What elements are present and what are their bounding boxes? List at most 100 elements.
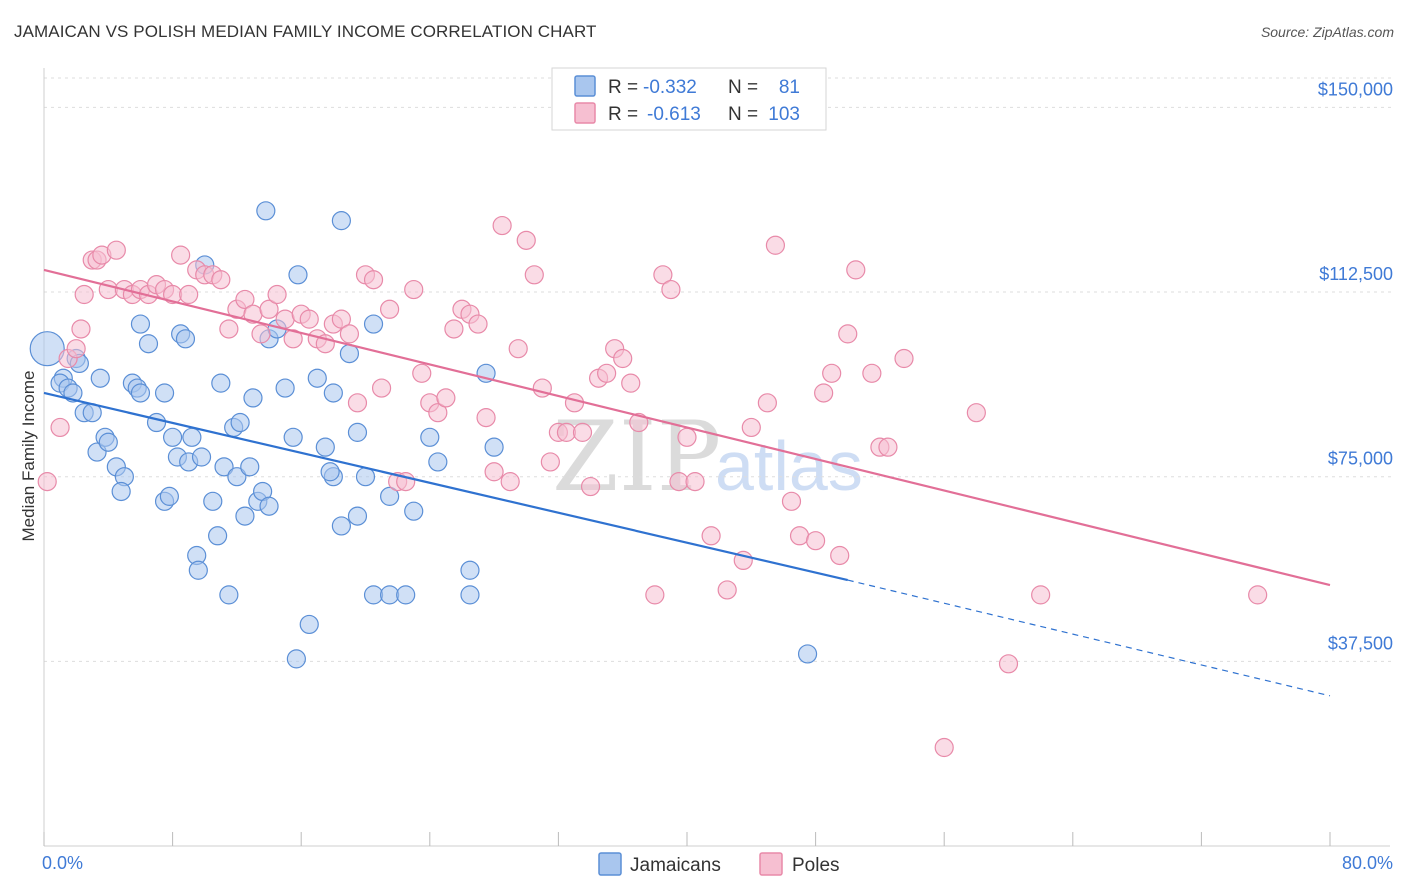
legend-r-label-1: R =	[608, 77, 638, 98]
legend-r-value-1: -0.332	[643, 77, 697, 98]
poles-point-19	[179, 284, 199, 305]
poles-point-89	[789, 526, 810, 546]
jamaicans-point-41	[227, 467, 247, 487]
jamaicans-point-35	[203, 491, 223, 511]
poles-point-96	[862, 363, 882, 383]
jamaicans-point-15	[111, 481, 131, 502]
poles-point-77	[653, 265, 673, 285]
y-tick-label-112500: $112,500	[1319, 264, 1393, 284]
jamaicans-point-22	[154, 383, 175, 403]
jamaicans-point-38	[214, 457, 234, 477]
poles-point-60	[508, 339, 528, 359]
jamaicans-point-18	[130, 383, 151, 403]
source-label: Source: ZipAtlas.com	[1260, 24, 1394, 40]
poles-point-74	[621, 373, 641, 393]
poles-point-38	[331, 309, 351, 329]
jamaicans-point-9	[90, 368, 110, 388]
poles-point-42	[363, 270, 384, 290]
poles-point-100	[934, 737, 954, 758]
poles-point-55	[468, 314, 488, 334]
poles-point-83	[717, 580, 737, 600]
poles-point-18	[171, 245, 191, 265]
legend-swatch-jamaicans	[574, 75, 596, 97]
poles-point-82	[701, 526, 721, 546]
poles-point-52	[444, 319, 464, 339]
poles-point-26	[235, 289, 255, 310]
bottom-legend-jamaicans: Jamaicans	[630, 855, 721, 876]
poles-point-57	[484, 462, 504, 482]
series-legend: Jamaicans Poles	[598, 852, 840, 876]
poles-point-5	[74, 284, 94, 305]
poles-point-44	[380, 299, 400, 319]
poles-point-29	[259, 299, 279, 319]
jamaicans-point-73	[404, 501, 424, 521]
poles-point-76	[645, 585, 665, 605]
jamaicans-point-71	[380, 585, 400, 605]
poles-point-69	[580, 476, 601, 497]
jamaicans-point-62	[320, 462, 340, 482]
legend-n-value-2: 103	[768, 104, 800, 125]
jamaicans-point-65	[347, 506, 368, 526]
jamaicans-point-4	[63, 383, 83, 403]
poles-point-79	[669, 472, 689, 492]
jamaicans-point-53	[283, 427, 303, 447]
poles-point-62	[524, 265, 544, 285]
legend-r-label-2: R =	[608, 104, 638, 125]
jamaicans-point-54	[286, 649, 306, 669]
poles-point-0	[37, 472, 57, 492]
jamaicans-point-45	[243, 388, 263, 408]
jamaicans-point-36	[208, 526, 228, 546]
jamaicans-point-33	[191, 447, 212, 467]
poles-point-78	[661, 279, 681, 300]
poles-point-47	[404, 279, 424, 300]
poles-point-81	[685, 472, 705, 492]
y-axis-label: Median Family Income	[19, 370, 38, 541]
jamaicans-point-80	[797, 644, 818, 664]
poles-point-101	[966, 403, 986, 423]
x-tick-label-80: 80.0%	[1342, 853, 1393, 873]
poles-point-95	[846, 260, 866, 280]
poles-point-34	[299, 309, 319, 329]
bottom-legend-swatch-jamaicans	[598, 852, 622, 876]
poles-point-48	[412, 363, 432, 383]
gridlines	[44, 77, 1393, 662]
poles-point-90	[805, 531, 826, 551]
poles-point-28	[251, 324, 271, 344]
stats-legend: R = -0.332 N = 81 R = -0.613 N = 103	[551, 67, 827, 131]
jamaicans-point-32	[188, 560, 208, 580]
jamaicans-point-68	[363, 314, 384, 334]
legend-r-value-2: -0.613	[647, 104, 701, 125]
poles-trend-line	[43, 268, 1331, 587]
jamaicans-point-67	[347, 422, 368, 442]
jamaicans-point-20	[130, 314, 151, 334]
legend-n-label-2: N =	[728, 104, 758, 125]
poles-point-4	[71, 319, 91, 339]
bottom-legend-swatch-poles	[759, 852, 783, 876]
poles-point-103	[1031, 585, 1051, 605]
poles-point-58	[492, 215, 512, 236]
chart-title: JAMAICAN VS POLISH MEDIAN FAMILY INCOME …	[14, 22, 597, 41]
x-tick-label-0: 0.0%	[42, 853, 83, 873]
jamaicans-point-19	[138, 334, 159, 354]
poles-point-99	[894, 348, 914, 369]
poles-point-94	[838, 324, 858, 344]
poles-point-24	[219, 319, 239, 339]
y-tick-label-150000: $150,000	[1318, 79, 1393, 99]
trend-lines	[43, 268, 1331, 697]
y-tick-labels: $37,500 $75,000 $112,500 $150,000	[1318, 79, 1393, 653]
y-tick-label-75000: $75,000	[1328, 449, 1393, 469]
poles-point-93	[830, 545, 850, 566]
jamaicans-point-39	[219, 585, 239, 605]
jamaicans-trend-extension	[847, 579, 1331, 697]
poles-point-51	[436, 388, 456, 408]
poles-point-92	[822, 363, 842, 383]
jamaicans-point-75	[428, 452, 448, 472]
jamaicans-point-50	[259, 496, 279, 516]
jamaicans-point-60	[315, 437, 335, 457]
poles-point-87	[765, 235, 786, 255]
jamaicans-point-76	[460, 585, 480, 605]
poles-point-91	[814, 383, 834, 403]
jamaicans-point-56	[299, 614, 319, 635]
jamaicans-trend-line	[43, 391, 848, 582]
